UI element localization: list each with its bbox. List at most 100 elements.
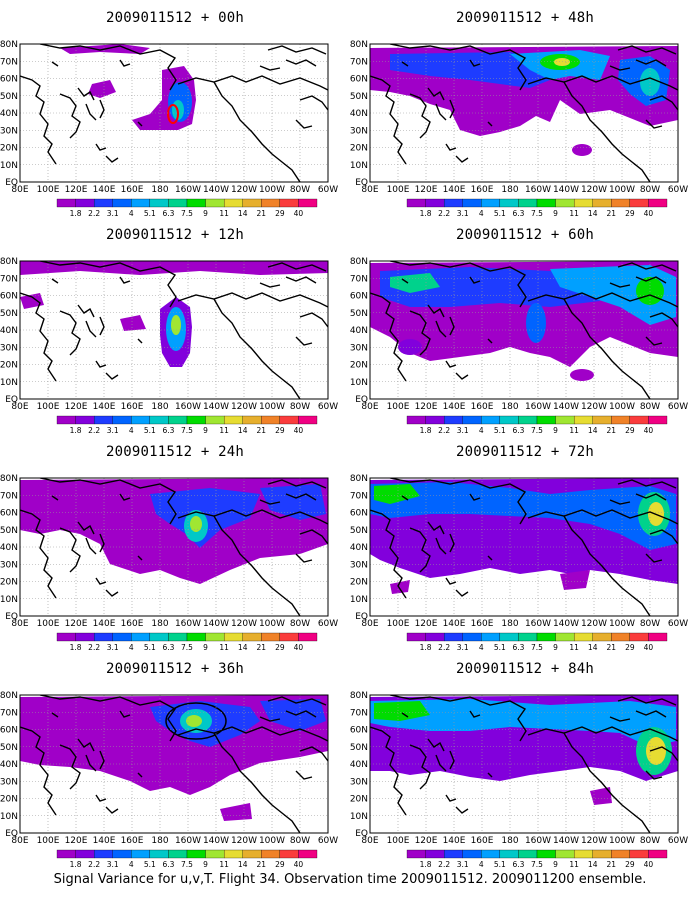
map-panel-p48: 2009011512 + 48h 80N 70N 60N 50N 40N 30N 20N 10N…	[350, 0, 700, 220]
lon-tick-label: 180	[151, 619, 168, 629]
colorbar-swatch	[186, 198, 206, 208]
lon-tick-label: 60W	[668, 402, 688, 412]
lat-tick-label: EQ	[5, 612, 18, 622]
panel-title: 2009011512 + 12h	[105, 227, 245, 243]
colorbar-swatch	[149, 415, 169, 425]
colorbar-label: 6.3	[512, 860, 525, 869]
lon-tick-label: 100W	[259, 836, 285, 846]
colorbar-label: 7.5	[531, 426, 543, 435]
colorbar-label: 21	[606, 426, 617, 435]
lat-tick-label: 10N	[350, 812, 368, 822]
coastlines	[370, 261, 678, 399]
colorbar-label: 9	[203, 209, 208, 218]
colorbar-swatch	[93, 415, 113, 425]
lon-tick-label: 60W	[318, 185, 338, 195]
lat-tick-label: 70N	[350, 274, 368, 284]
lon-tick-label: 100W	[259, 619, 285, 629]
lat-tick-label: 30N	[350, 560, 368, 570]
colorbar-swatch	[298, 198, 318, 208]
lat-tick-label: 30N	[0, 777, 18, 787]
figure-caption: Signal Variance for u,v,T. Flight 34. Ob…	[53, 872, 647, 887]
lat-tick-label: 60N	[350, 726, 368, 736]
colorbar-label: 4	[478, 209, 484, 218]
colorbar-label: 4	[478, 643, 484, 652]
colorbar-label: 4	[128, 209, 134, 218]
coastlines	[20, 695, 328, 833]
colorbar-labels: 1.8 2.2 3.1 4 5.1 6.3 7.5 9 11 14 21 29 40	[406, 426, 666, 436]
panel-title: 2009011512 + 36h	[105, 661, 245, 677]
lon-tick-label: 100W	[259, 402, 285, 412]
colorbar-swatch	[56, 849, 76, 859]
lon-tick-label: 100W	[609, 836, 635, 846]
map-panel-p12: 2009011512 + 12h 80N 70N 60N 50N 40N 30N 20N 10N…	[0, 217, 350, 437]
colorbar-swatch	[223, 415, 243, 425]
colorbar-swatch	[573, 198, 593, 208]
colorbar-swatch	[611, 849, 631, 859]
colorbar-label: 9	[553, 209, 558, 218]
lon-tick-label: 140E	[443, 619, 466, 629]
lon-tick-label: 120E	[65, 402, 88, 412]
lon-tick-label: 100E	[387, 402, 410, 412]
colorbar-swatch	[279, 198, 299, 208]
colorbar-label: 5.1	[493, 426, 506, 435]
colorbar-label: 11	[219, 426, 229, 435]
coastlines	[370, 478, 678, 616]
colorbar-label: 3.1	[106, 426, 119, 435]
colorbar-label: 7.5	[181, 860, 193, 869]
colorbar-label: 5.1	[493, 643, 506, 652]
lon-tick-label: 160W	[175, 836, 201, 846]
colorbar-labels: 1.8 2.2 3.1 4 5.1 6.3 7.5 9 11 14 21 29 40	[56, 209, 316, 219]
lat-tick-label: EQ	[355, 178, 368, 188]
colorbar-label: 2.2	[438, 209, 451, 218]
lat-tick-label: 70N	[0, 274, 18, 284]
colorbar-swatch	[205, 415, 225, 425]
map-frame	[369, 694, 679, 834]
colorbar-swatch	[499, 632, 519, 642]
colorbar-label: 1.8	[69, 860, 82, 869]
graticule	[20, 478, 328, 616]
lon-tick-label: 100W	[609, 619, 635, 629]
lon-tick-label: 140W	[203, 619, 229, 629]
lat-tick-label: 70N	[0, 491, 18, 501]
lat-tick-label: 20N	[350, 361, 368, 371]
lat-tick-label: 80N	[0, 40, 18, 50]
colorbar-labels: 1.8 2.2 3.1 4 5.1 6.3 7.5 9 11 14 21 29 40	[56, 643, 316, 653]
lat-tick-label: 10N	[350, 595, 368, 605]
colorbar-swatch	[518, 849, 538, 859]
map-frame	[369, 43, 679, 183]
colorbar-swatch	[112, 849, 132, 859]
lon-tick-label: 140W	[553, 836, 579, 846]
colorbar-label: 2.2	[88, 426, 101, 435]
colorbar-swatch	[648, 632, 668, 642]
lon-tick-label: 80W	[640, 619, 660, 629]
lon-tick-label: 80E	[361, 402, 378, 412]
colorbar-label: 9	[553, 860, 558, 869]
map-frame	[369, 477, 679, 617]
lon-tick-label: 80W	[290, 836, 310, 846]
lat-tick-label: 60N	[350, 292, 368, 302]
colorbar-label: 1.8	[69, 426, 82, 435]
lon-tick-label: 100W	[609, 402, 635, 412]
colorbar-label: 2.2	[438, 860, 451, 869]
lat-tick-label: 20N	[0, 144, 18, 154]
colorbar-swatch	[168, 849, 188, 859]
colorbar-swatch	[168, 198, 188, 208]
colorbar-labels: 1.8 2.2 3.1 4 5.1 6.3 7.5 9 11 14 21 29 40	[406, 643, 666, 653]
colorbar-label: 2.2	[438, 643, 451, 652]
colorbar	[406, 415, 668, 425]
lon-tick-label: 60W	[668, 619, 688, 629]
colorbar-swatch	[186, 849, 206, 859]
colorbar	[56, 415, 318, 425]
colorbar-label: 1.8	[419, 209, 432, 218]
colorbar-label: 2.2	[88, 643, 101, 652]
lon-tick-label: 80E	[11, 185, 28, 195]
lat-tick-label: 70N	[0, 57, 18, 67]
colorbar-swatch	[261, 198, 281, 208]
lon-tick-label: 140E	[93, 836, 116, 846]
colorbar-labels: 1.8 2.2 3.1 4 5.1 6.3 7.5 9 11 14 21 29 40	[406, 209, 666, 219]
colorbar-swatch	[555, 198, 575, 208]
lat-tick-label: 50N	[0, 309, 18, 319]
lon-tick-label: 80E	[361, 185, 378, 195]
colorbar-swatch	[611, 198, 631, 208]
colorbar-swatch	[481, 198, 501, 208]
